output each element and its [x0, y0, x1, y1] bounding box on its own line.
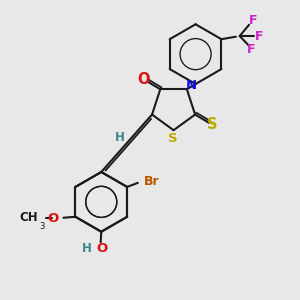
Text: O: O	[138, 72, 150, 87]
Text: CH: CH	[20, 211, 38, 224]
Text: H: H	[115, 131, 125, 144]
Text: S: S	[207, 117, 217, 132]
Text: O: O	[97, 242, 108, 255]
Text: N: N	[185, 79, 197, 92]
Text: F: F	[249, 14, 257, 28]
Text: F: F	[255, 30, 263, 43]
Text: O: O	[47, 212, 59, 225]
Text: F: F	[246, 43, 255, 56]
Text: H: H	[82, 242, 92, 255]
Text: 3: 3	[39, 223, 45, 232]
Text: S: S	[168, 132, 178, 145]
Text: Br: Br	[143, 175, 159, 188]
